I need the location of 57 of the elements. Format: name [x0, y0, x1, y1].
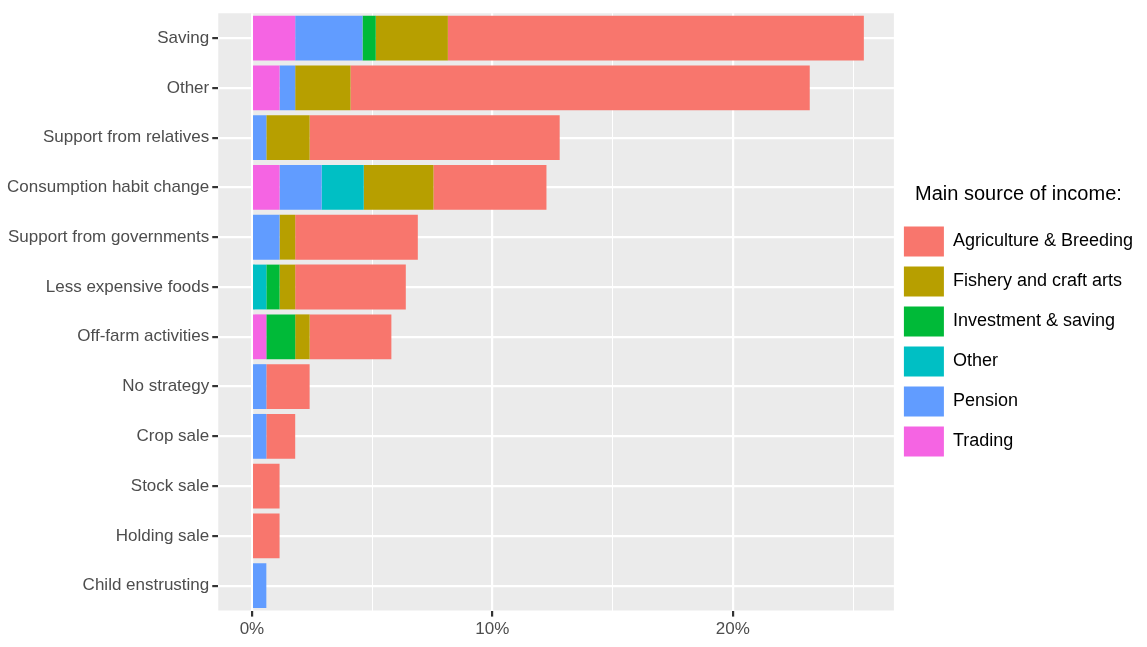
y-tick-label: Saving	[157, 27, 210, 47]
bar	[295, 214, 418, 260]
bar	[253, 563, 267, 609]
bar	[295, 15, 363, 61]
y-tick-label: Off-farm activities	[77, 326, 210, 346]
bar	[253, 15, 296, 61]
bar	[279, 165, 322, 210]
y-tick-label: Other	[166, 77, 210, 97]
legend-label: Pension	[952, 390, 1018, 411]
y-tick-label: Support from governments	[7, 226, 210, 246]
y-tick-label: Child enstrusting	[82, 575, 210, 595]
bar	[321, 165, 364, 210]
y-tick-label: Crop sale	[136, 426, 210, 446]
bar	[433, 165, 547, 210]
bar	[447, 15, 864, 61]
x-tick-label: 20%	[715, 619, 750, 639]
bar	[253, 264, 267, 310]
bar	[363, 165, 434, 210]
bar	[253, 413, 267, 459]
bar	[295, 264, 406, 310]
legend-label: Other	[952, 350, 998, 371]
bar	[266, 314, 296, 360]
bar	[253, 364, 267, 409]
legend-label: Trading	[952, 430, 1014, 451]
legend-label: Investment & saving	[952, 310, 1115, 331]
y-tick-label: No strategy	[122, 376, 210, 396]
y-tick-label: Consumption habit change	[7, 177, 210, 197]
y-tick-label: Support from relatives	[42, 127, 210, 147]
bar	[279, 214, 296, 260]
bar	[253, 463, 280, 509]
bar	[375, 15, 448, 61]
bar	[350, 65, 810, 111]
bar	[279, 65, 296, 111]
bar	[279, 264, 296, 310]
bar	[253, 165, 280, 210]
bar	[309, 314, 392, 360]
bar	[362, 15, 376, 61]
legend-label: Agriculture & Breeding	[952, 230, 1134, 251]
bar	[253, 214, 280, 260]
bar	[266, 413, 296, 459]
bar	[253, 115, 267, 161]
y-tick-label: Holding sale	[115, 525, 210, 545]
bar	[253, 513, 280, 559]
y-tick-label: Less expensive foods	[45, 276, 210, 296]
x-tick-label: 10%	[475, 619, 510, 639]
y-tick-label: Stock sale	[130, 475, 210, 495]
bar	[266, 115, 310, 161]
bar	[266, 264, 280, 310]
bar	[295, 314, 310, 360]
x-tick-label: 0%	[239, 619, 265, 639]
bar	[253, 65, 280, 111]
legend-label: Fishery and craft arts	[952, 270, 1122, 291]
bar	[266, 364, 310, 409]
legend-title: Main source of income:	[915, 182, 1122, 205]
bar	[295, 65, 351, 111]
bar	[253, 314, 267, 360]
bar	[309, 115, 560, 161]
